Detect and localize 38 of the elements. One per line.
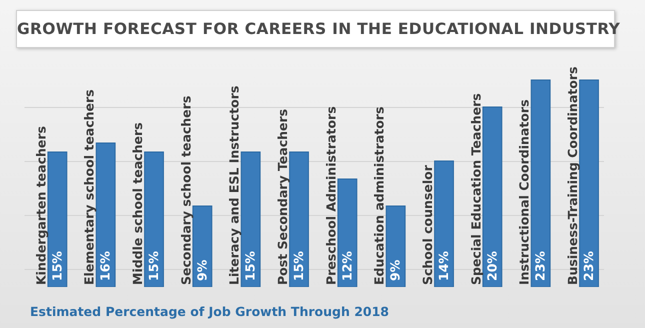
x-tick-label: Literacy and ESL Instructors — [226, 86, 242, 285]
data-label: 15% — [49, 250, 64, 281]
x-tick-label: Middle school teachers — [130, 122, 146, 285]
bar — [482, 106, 502, 287]
data-label: 14% — [436, 250, 452, 281]
bar — [337, 178, 358, 287]
text: Estimated Percentage of Job Growth Through 2018 — [30, 304, 389, 319]
bar — [240, 152, 261, 287]
data-label: 23% — [581, 250, 596, 281]
x-tick-label: Post Secondary Teachers — [275, 108, 290, 285]
data-label: 15% — [146, 250, 162, 281]
data-label: 16% — [98, 250, 113, 281]
bar — [434, 160, 454, 287]
data-label: 15% — [291, 250, 306, 281]
data-label: 9% — [194, 259, 210, 281]
data-label: 23% — [532, 250, 548, 281]
x-tick-label: Kindergarten teachers — [33, 126, 48, 285]
x-tick-label: Special Education Teachers — [468, 93, 484, 285]
bar — [192, 206, 212, 287]
x-tick-label: Education administrators — [372, 106, 387, 285]
data-label: 20% — [484, 250, 500, 281]
bar — [289, 152, 309, 287]
x-tick-label: Business-Training Coordinators — [565, 66, 580, 285]
bar — [96, 142, 116, 287]
bar — [386, 206, 406, 287]
x-tick-label: Secondary school teachers — [178, 96, 194, 285]
bar — [579, 80, 599, 287]
x-tick-label: School counselor — [420, 164, 436, 285]
data-label: 12% — [339, 250, 354, 281]
bar — [144, 152, 164, 287]
data-label: 9% — [388, 259, 403, 281]
bar — [530, 80, 551, 287]
data-label: 15% — [242, 250, 258, 281]
chart-title: GROWTH FORECAST FOR CAREERS IN THE EDUCATIONAL INDUSTRY — [16, 19, 620, 40]
x-tick-label: Instructional Coordinators — [516, 99, 532, 285]
x-tick-label: Preschool Administrators — [323, 106, 338, 285]
bar — [47, 152, 68, 287]
x-tick-label: Elementary school teachers — [82, 89, 97, 285]
